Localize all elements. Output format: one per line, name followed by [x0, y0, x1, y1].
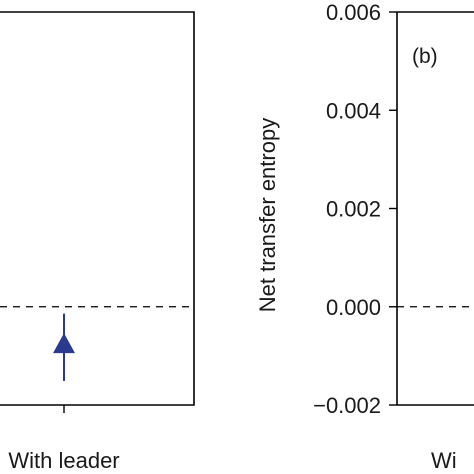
- panel-b-x-tick-label: Wi: [431, 448, 457, 473]
- panel-b: 0.006 0.004 0.002 0.000 −0.002 Net transfer …: [255, 0, 474, 473]
- panel-b-y-tick-label: −0.002: [313, 393, 381, 418]
- panel-b-y-axis-label: Net transfer entropy: [255, 118, 280, 312]
- panel-b-label: (b): [412, 45, 438, 68]
- panel-b-y-tick-label: 0.000: [326, 295, 381, 320]
- panel-a: With leader: [0, 11, 195, 473]
- panel-a-x-tick-label: With leader: [8, 448, 119, 473]
- panel-b-y-tick-label: 0.002: [326, 197, 381, 222]
- panel-b-y-tick-label: 0.006: [326, 0, 381, 25]
- panel-b-y-tick-label: 0.004: [326, 98, 381, 123]
- panel-a-data-point: [53, 333, 75, 354]
- panel-a-frame: [0, 11, 195, 406]
